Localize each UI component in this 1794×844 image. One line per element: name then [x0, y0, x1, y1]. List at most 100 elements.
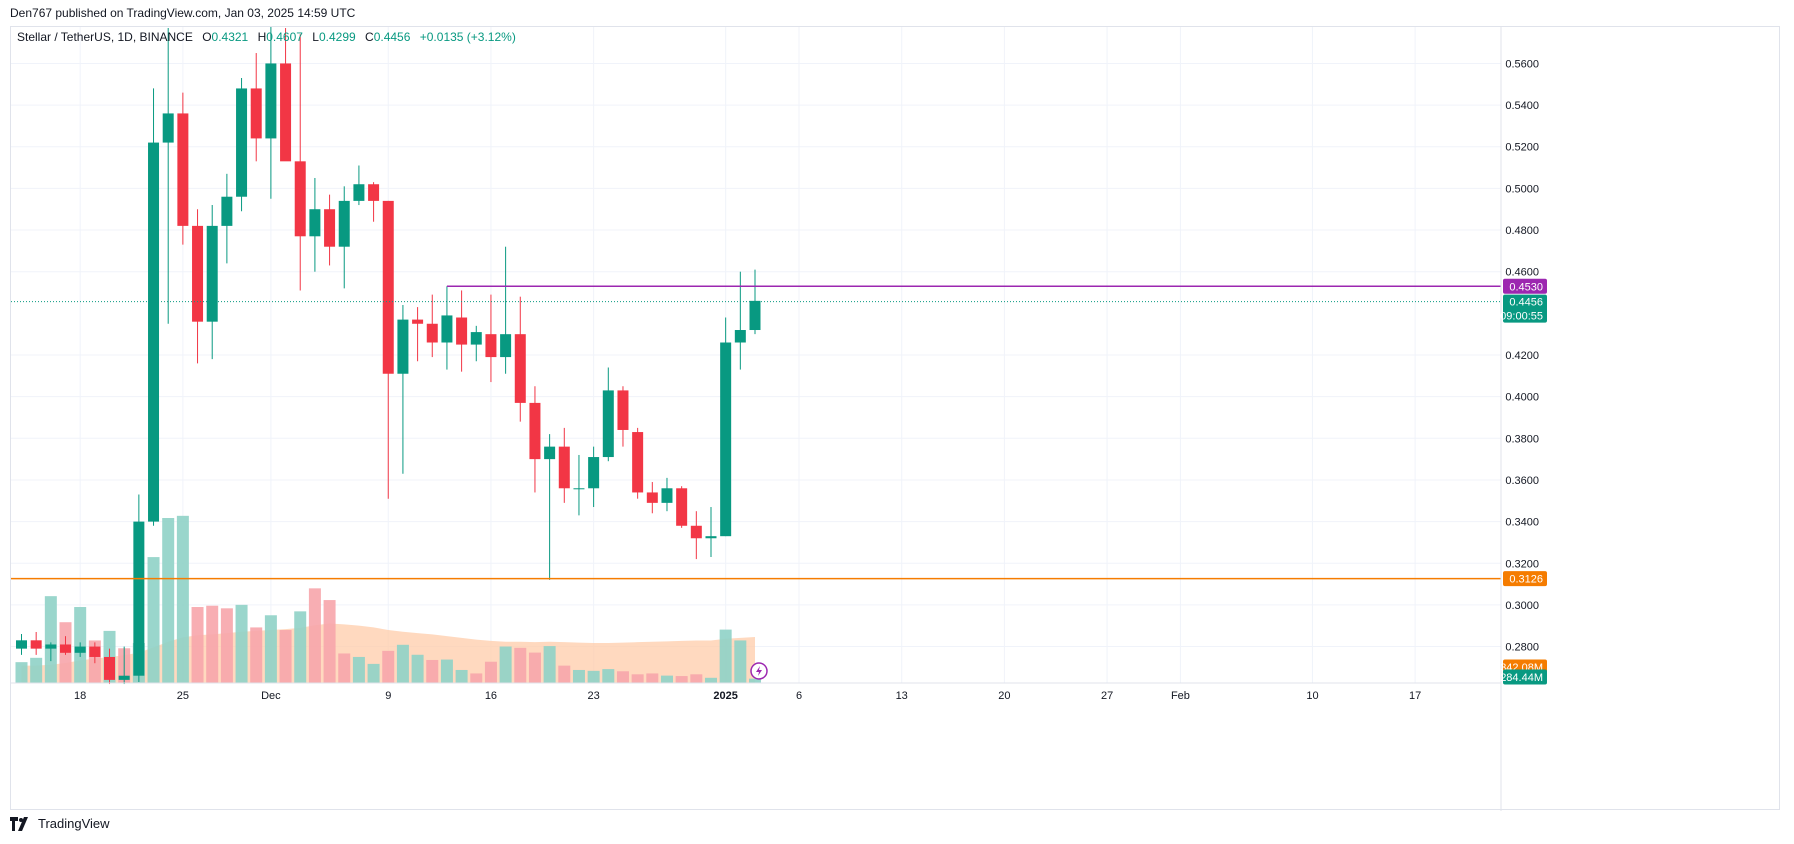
candle-body	[133, 521, 145, 676]
candle-body	[646, 492, 658, 503]
footer-brand-label: TradingView	[38, 816, 110, 831]
x-tick-label: 23	[588, 690, 600, 702]
volume-bar	[147, 557, 160, 683]
volume-bar	[690, 674, 703, 683]
volume-bar	[704, 677, 717, 683]
candle-body	[514, 334, 526, 403]
volume-bar	[44, 596, 57, 683]
candle-body	[573, 488, 585, 490]
candle-body	[412, 319, 424, 324]
candle-body	[690, 525, 702, 539]
volume-bar	[396, 644, 409, 683]
candle-body	[250, 88, 262, 139]
candle-body	[16, 640, 27, 649]
candle-body	[588, 457, 600, 489]
candle-body	[104, 656, 116, 680]
candle-body	[720, 342, 732, 537]
candle-body	[456, 317, 468, 345]
legend-open-label: O	[202, 30, 211, 44]
candle-body	[236, 88, 248, 197]
volume-bar	[587, 670, 600, 683]
legend-open: 0.4321	[212, 30, 249, 44]
candle-body	[529, 402, 541, 460]
y-tick-label: 0.4600	[1505, 267, 1539, 279]
candle-body	[470, 332, 482, 345]
volume-bar	[675, 676, 688, 683]
candle-body	[426, 323, 438, 343]
x-tick-label: 2025	[713, 690, 737, 702]
x-tick-label: 18	[74, 690, 86, 702]
candle-body	[177, 113, 189, 226]
candle-body	[397, 319, 409, 374]
volume-bar	[235, 604, 248, 683]
legend-change: +0.0135 (+3.12%)	[420, 30, 516, 44]
resistance-price-label: 0.4530	[1509, 281, 1543, 293]
footer-brand[interactable]: TradingView	[10, 816, 110, 831]
legend-low-label: L	[312, 30, 319, 44]
grid-layer	[11, 27, 1501, 683]
candle-body	[192, 225, 204, 322]
volume-bar	[440, 659, 453, 683]
volume-value-badge	[1503, 669, 1547, 685]
volume-bar	[631, 674, 644, 683]
candle-body	[734, 330, 746, 343]
x-tick-label: 20	[998, 690, 1010, 702]
candle-body	[206, 225, 218, 322]
candle-body	[74, 646, 86, 653]
volume-bar	[426, 659, 439, 683]
volume-bar	[749, 678, 761, 683]
candle-body	[309, 209, 321, 237]
volume-bar	[572, 669, 585, 683]
volume-bar	[470, 673, 483, 683]
x-tick-label: 27	[1101, 690, 1113, 702]
volume-bar	[558, 665, 571, 683]
volume-bar	[206, 605, 219, 683]
candle-body	[294, 161, 306, 237]
y-tick-label: 0.4200	[1505, 350, 1539, 362]
volume-bar	[250, 627, 263, 683]
volume-bar	[294, 611, 307, 683]
y-tick-label: 0.4000	[1505, 392, 1539, 404]
candle-body	[500, 334, 512, 358]
y-tick-label: 0.4800	[1505, 225, 1539, 237]
ohlc-legend: Stellar / TetherUS, 1D, BINANCE O0.4321 …	[17, 30, 516, 44]
legend-high-label: H	[258, 30, 267, 44]
x-tick-label: 17	[1409, 690, 1421, 702]
volume-bar	[602, 669, 615, 683]
candle-body	[485, 334, 497, 358]
candle-body	[148, 142, 160, 522]
candle-body	[30, 640, 42, 649]
legend-symbol: Stellar / TetherUS, 1D, BINANCE	[17, 30, 193, 44]
axis-layer: 0.5600 0.5400 0.5200 0.5000 0.4800 0.4600 0.42…	[11, 27, 1547, 811]
volume-bar	[528, 652, 541, 683]
x-tick-label: 13	[896, 690, 908, 702]
support-price-label: 0.3126	[1509, 574, 1543, 586]
x-tick-label: 6	[796, 690, 802, 702]
resistance-price-badge	[1503, 278, 1547, 294]
candlestick-chart[interactable]: 0.5600 0.5400 0.5200 0.5000 0.4800 0.4600 0.42…	[11, 27, 1781, 811]
candle-body	[676, 488, 688, 526]
volume-bar	[30, 657, 43, 683]
candle-body	[441, 315, 453, 343]
y-tick-label: 0.2800	[1505, 642, 1539, 654]
volume-bar	[455, 669, 468, 683]
volume-bar	[338, 653, 351, 683]
candle-body	[661, 488, 673, 503]
volume-bar	[660, 675, 673, 683]
volume-bar	[308, 588, 321, 683]
current-price-label: 0.4456	[1509, 297, 1543, 309]
candle-body	[558, 446, 570, 489]
legend-low: 0.4299	[319, 30, 356, 44]
legend-close: 0.4456	[374, 30, 411, 44]
candle-body	[118, 675, 130, 680]
x-tick-label: 9	[385, 690, 391, 702]
candle-body	[324, 209, 336, 247]
volume-bar	[352, 656, 365, 683]
y-tick-label: 0.5600	[1505, 58, 1539, 70]
candle-body	[221, 196, 233, 226]
chart-frame[interactable]: 0.5600 0.5400 0.5200 0.5000 0.4800 0.4600 0.42…	[10, 26, 1781, 811]
y-tick-label: 0.5200	[1505, 142, 1539, 154]
candle-body	[617, 390, 629, 430]
published-caption: Den767 published on TradingView.com, Jan…	[10, 6, 356, 20]
candle-body	[705, 536, 717, 539]
